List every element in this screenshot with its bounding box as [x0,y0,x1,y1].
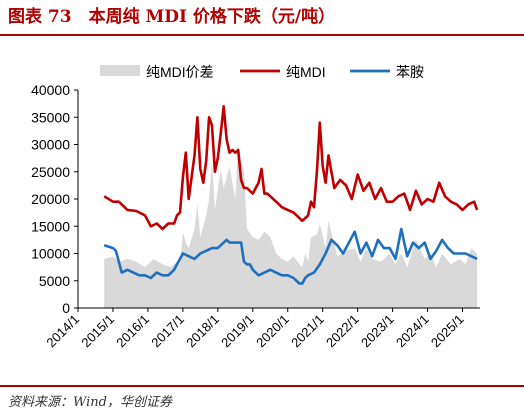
y-tick-label: 20000 [31,191,70,207]
x-tick-label: 2025/1 [428,312,467,351]
series-line-layer [103,105,479,285]
legend-swatch-spread [100,65,140,76]
series-line-aniline [103,227,478,285]
source-divider [0,385,524,387]
y-tick-label: 35000 [31,109,70,125]
y-tick-label: 30000 [31,137,70,153]
legend-label: 苯胺 [396,64,424,80]
x-tick-label: 2014/1 [43,312,82,351]
legend-label: 纯MDI价差 [146,64,214,80]
y-tick-label: 25000 [31,164,70,180]
axes: 0 5000 10000 15000 20000 25000 30000 35000 40000… [31,82,480,350]
x-tick-label: 2019/1 [218,312,257,351]
figure-title: 图表 73 本周纯 MDI 价格下跌（元/吨） [8,7,336,27]
line-chart-svg: 纯MDI价差 纯MDI 苯胺 0 5000 10000 15000 20000 25000 30… [31,64,480,350]
y-tick-label: 5000 [39,273,70,289]
x-tick-label: 2017/1 [148,312,187,351]
series-area-spread [104,144,478,308]
y-tick-label: 0 [62,300,70,316]
x-tick-label: 2020/1 [253,312,292,351]
x-tick-label: 2015/1 [78,312,117,351]
y-tick-label: 15000 [31,218,70,234]
x-tick-label: 2021/1 [288,312,327,351]
chart: 纯MDI价差 纯MDI 苯胺 0 5000 10000 15000 20000 25000 30… [0,36,524,376]
x-tick-label: 2024/1 [393,312,432,351]
legend-label: 纯MDI [286,64,326,80]
spread-area-layer [104,144,478,308]
x-tick-label: 2018/1 [183,312,222,351]
x-tick-label: 2022/1 [323,312,362,351]
x-tick-label: 2016/1 [113,312,152,351]
title-divider [0,34,524,36]
y-tick-label: 10000 [31,246,70,262]
y-tick-label: 40000 [31,82,70,98]
legend: 纯MDI价差 纯MDI 苯胺 [100,64,424,80]
source-note: 资料来源：Wind，华创证券 [8,395,172,410]
series-line-mdi [103,105,479,231]
x-tick-label: 2023/1 [358,312,397,351]
